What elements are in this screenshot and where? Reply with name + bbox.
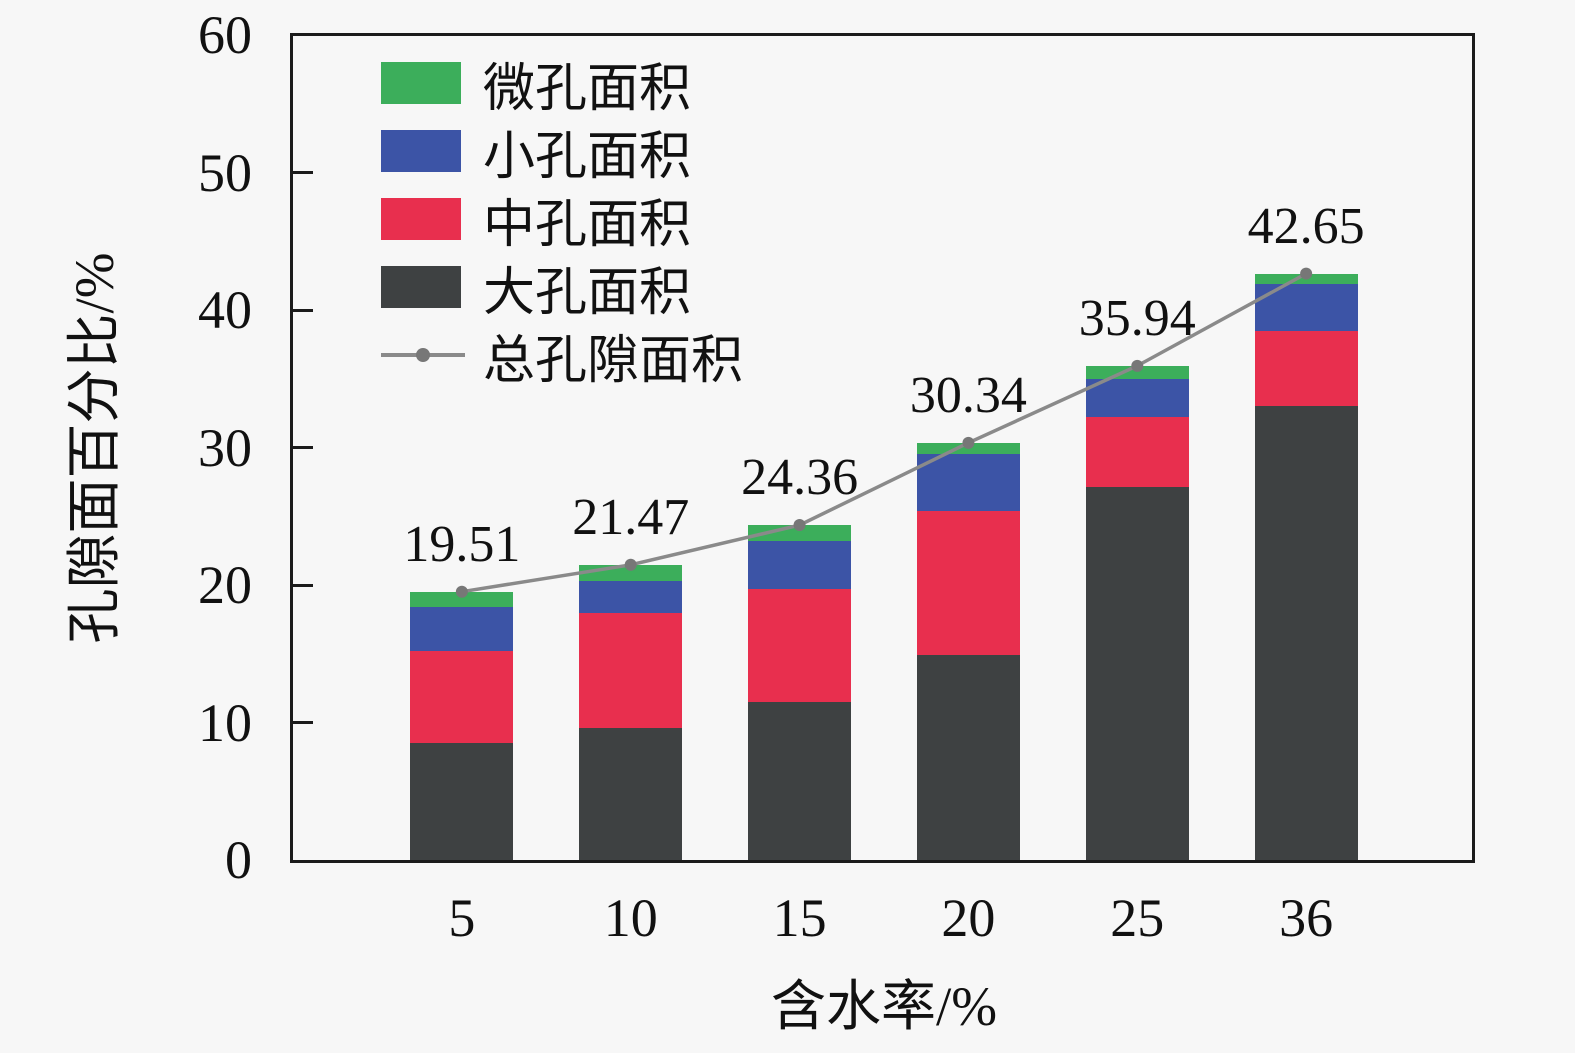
right-spine [1472, 33, 1475, 863]
total-line-marker-x15 [793, 519, 806, 532]
y-tick-label-0: 0 [225, 830, 252, 890]
legend-item-小孔面积: 小孔面积 [381, 117, 743, 186]
total-value-label-x25: 35.94 [1078, 289, 1196, 347]
plot-area: 19.51 21.47 24.36 30.34 35.94 42.65 微孔面积小孔面积中… [293, 35, 1475, 860]
y-tick-label-30: 30 [198, 417, 252, 478]
bar-segment-大孔面积-x15 [748, 701, 852, 860]
legend: 微孔面积小孔面积中孔面积大孔面积总孔隙面积 [381, 49, 743, 390]
total-value-label-x10: 21.47 [572, 488, 690, 546]
total-line-marker-x25 [1131, 359, 1144, 372]
x-tick-label-20: 20 [941, 888, 996, 948]
total-line-layer [455, 267, 1313, 598]
total-line-marker-x36 [1300, 267, 1313, 280]
legend-swatch-微孔面积 [381, 62, 461, 104]
bar-segment-小孔面积-x15 [748, 541, 852, 590]
x-tick-label-5: 5 [448, 888, 476, 948]
bar-segment-小孔面积-x20 [916, 454, 1020, 511]
bar-segment-中孔面积-x20 [916, 510, 1020, 656]
x-axis-spine [290, 860, 1475, 863]
total-line-marker-x20 [962, 436, 975, 449]
bar-segment-中孔面积-x15 [748, 589, 852, 702]
bar-segment-中孔面积-x36 [1254, 330, 1358, 407]
legend-swatch-中孔面积 [381, 198, 461, 240]
legend-label-中孔面积: 中孔面积 [483, 196, 692, 254]
bar-segment-小孔面积-x5 [410, 607, 514, 651]
x-tick-label-25: 25 [1110, 888, 1165, 948]
bar-segment-小孔面积-x25 [1085, 378, 1189, 418]
x-tick-label-10: 10 [603, 888, 658, 948]
total-line-marker-x5 [455, 585, 468, 598]
legend-item-中孔面积: 中孔面积 [381, 185, 743, 254]
bar-segment-中孔面积-x5 [410, 651, 514, 744]
legend-swatch-大孔面积 [381, 266, 461, 308]
bar-segment-微孔面积-x15 [748, 525, 852, 541]
total-value-label-x20: 30.34 [909, 366, 1027, 424]
bar-segment-微孔面积-x25 [1085, 365, 1189, 379]
legend-item-微孔面积: 微孔面积 [381, 49, 743, 118]
y-tick-label-50: 50 [198, 142, 252, 203]
legend-line-sample-总孔隙面积 [381, 334, 465, 376]
x-tick-label-15: 15 [772, 888, 827, 948]
y-axis-spine [290, 33, 293, 863]
y-tick-mark-30 [293, 446, 313, 449]
bar-segment-大孔面积-x36 [1254, 406, 1358, 860]
x-axis-title: 含水率/% [770, 976, 998, 1037]
y-tick-label-40: 40 [198, 280, 252, 340]
y-tick-label-60: 60 [198, 5, 252, 65]
total-line-marker-x10 [624, 558, 637, 571]
bar-segment-大孔面积-x20 [916, 655, 1020, 860]
x-tick-label-36: 36 [1279, 888, 1334, 948]
y-tick-mark-50 [293, 171, 313, 174]
bar-segment-中孔面积-x10 [579, 612, 683, 728]
total-value-label-x36: 42.65 [1247, 197, 1365, 255]
bar-segment-微孔面积-x5 [410, 591, 514, 607]
bar-segment-大孔面积-x25 [1085, 487, 1189, 860]
y-axis-title: 孔隙面百分比/% [64, 252, 125, 644]
y-tick-label-20: 20 [198, 555, 252, 615]
bar-segment-中孔面积-x25 [1085, 417, 1189, 488]
y-tick-label-10: 10 [198, 692, 252, 753]
total-value-label-x15: 24.36 [741, 449, 859, 507]
legend-label-大孔面积: 大孔面积 [483, 264, 692, 322]
y-tick-mark-40 [293, 308, 313, 312]
legend-item-总孔隙面积: 总孔隙面积 [381, 321, 743, 390]
y-tick-mark-20 [293, 583, 313, 587]
total-line [461, 272, 1307, 594]
bar-segment-小孔面积-x10 [579, 580, 683, 613]
y-tick-mark-10 [293, 721, 313, 724]
legend-item-大孔面积: 大孔面积 [381, 253, 743, 322]
legend-label-微孔面积: 微孔面积 [483, 60, 692, 118]
legend-swatch-小孔面积 [381, 130, 461, 172]
bar-segment-大孔面积-x5 [410, 743, 514, 860]
total-value-label-x5: 19.51 [403, 515, 521, 573]
bar-segment-大孔面积-x10 [579, 728, 683, 860]
legend-label-总孔隙面积: 总孔隙面积 [483, 332, 744, 390]
top-spine [290, 33, 1475, 36]
legend-label-小孔面积: 小孔面积 [483, 128, 692, 186]
legend-marker-icon [416, 348, 430, 362]
